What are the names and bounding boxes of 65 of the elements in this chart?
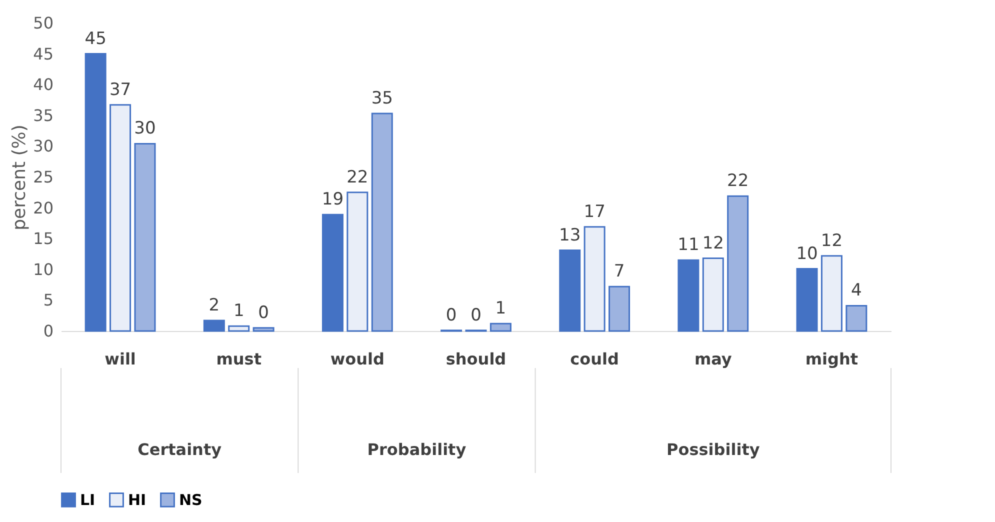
data-label: 30: [134, 118, 156, 139]
text: Possibility: [666, 440, 760, 459]
y-tick-label: 40: [33, 75, 54, 94]
data-label: 11: [678, 235, 700, 256]
bar: [820, 255, 842, 332]
x-tick-label: must: [216, 350, 262, 368]
y-tick-label: 50: [33, 14, 54, 32]
data-label: 22: [727, 171, 749, 192]
bar: [727, 195, 749, 332]
y-tick-label: 25: [33, 168, 54, 186]
bar: [84, 53, 106, 332]
y-tick-label: 0: [43, 322, 54, 340]
data-label: 12: [820, 230, 843, 251]
y-tick-label: 10: [33, 260, 54, 279]
bar: [702, 258, 724, 332]
legend-label: LI: [80, 490, 96, 509]
data-label: 22: [346, 167, 368, 188]
data-label: 1: [233, 301, 244, 322]
data-label: 0: [446, 305, 457, 326]
data-label: 13: [559, 225, 581, 246]
bar: [796, 268, 818, 332]
x-tick-label: may: [694, 350, 732, 368]
data-label: 10: [796, 244, 818, 264]
y-tick-label: 45: [33, 44, 54, 64]
data-label: 2: [208, 296, 220, 316]
data-label: 4: [851, 280, 862, 301]
legend-label: HI: [128, 490, 146, 509]
y-tick-label: 30: [33, 136, 54, 156]
bar: [110, 104, 132, 332]
bar: [346, 192, 368, 332]
data-label: 7: [614, 262, 625, 282]
legend-label: NS: [179, 490, 202, 509]
bar: [678, 259, 700, 332]
x-tick-label: should: [446, 350, 506, 368]
bar: [203, 320, 225, 332]
data-label: 45: [84, 28, 106, 49]
y-axis-title: percent (%): [9, 124, 30, 230]
text: Probability: [367, 440, 467, 459]
bar: [252, 327, 274, 332]
data-label: 12: [702, 233, 724, 254]
x-tick-label: will: [104, 350, 136, 368]
text: Certainty: [138, 440, 222, 459]
y-tick-label: 20: [33, 198, 54, 218]
y-tick-label: 15: [33, 229, 54, 248]
data-label: 37: [109, 80, 132, 100]
x-tick-label: might: [805, 350, 858, 368]
bar: [322, 214, 344, 332]
x-tick-label: would: [330, 350, 384, 368]
bar: [584, 226, 606, 332]
data-label: 35: [371, 88, 393, 109]
data-label: 19: [322, 190, 344, 210]
data-label: 0: [258, 302, 269, 323]
data-label: 17: [584, 202, 606, 222]
bar: [228, 325, 250, 332]
y-tick-label: 5: [43, 290, 54, 310]
bar: [559, 250, 581, 332]
bar: [490, 322, 512, 332]
data-label: 1: [495, 298, 506, 319]
y-tick-label: 35: [33, 106, 54, 125]
x-tick-label: could: [570, 350, 619, 368]
data-label: 0: [470, 305, 482, 326]
bar: [846, 304, 868, 332]
bar: [371, 112, 393, 332]
bar: [608, 286, 630, 332]
bar: [134, 142, 156, 332]
